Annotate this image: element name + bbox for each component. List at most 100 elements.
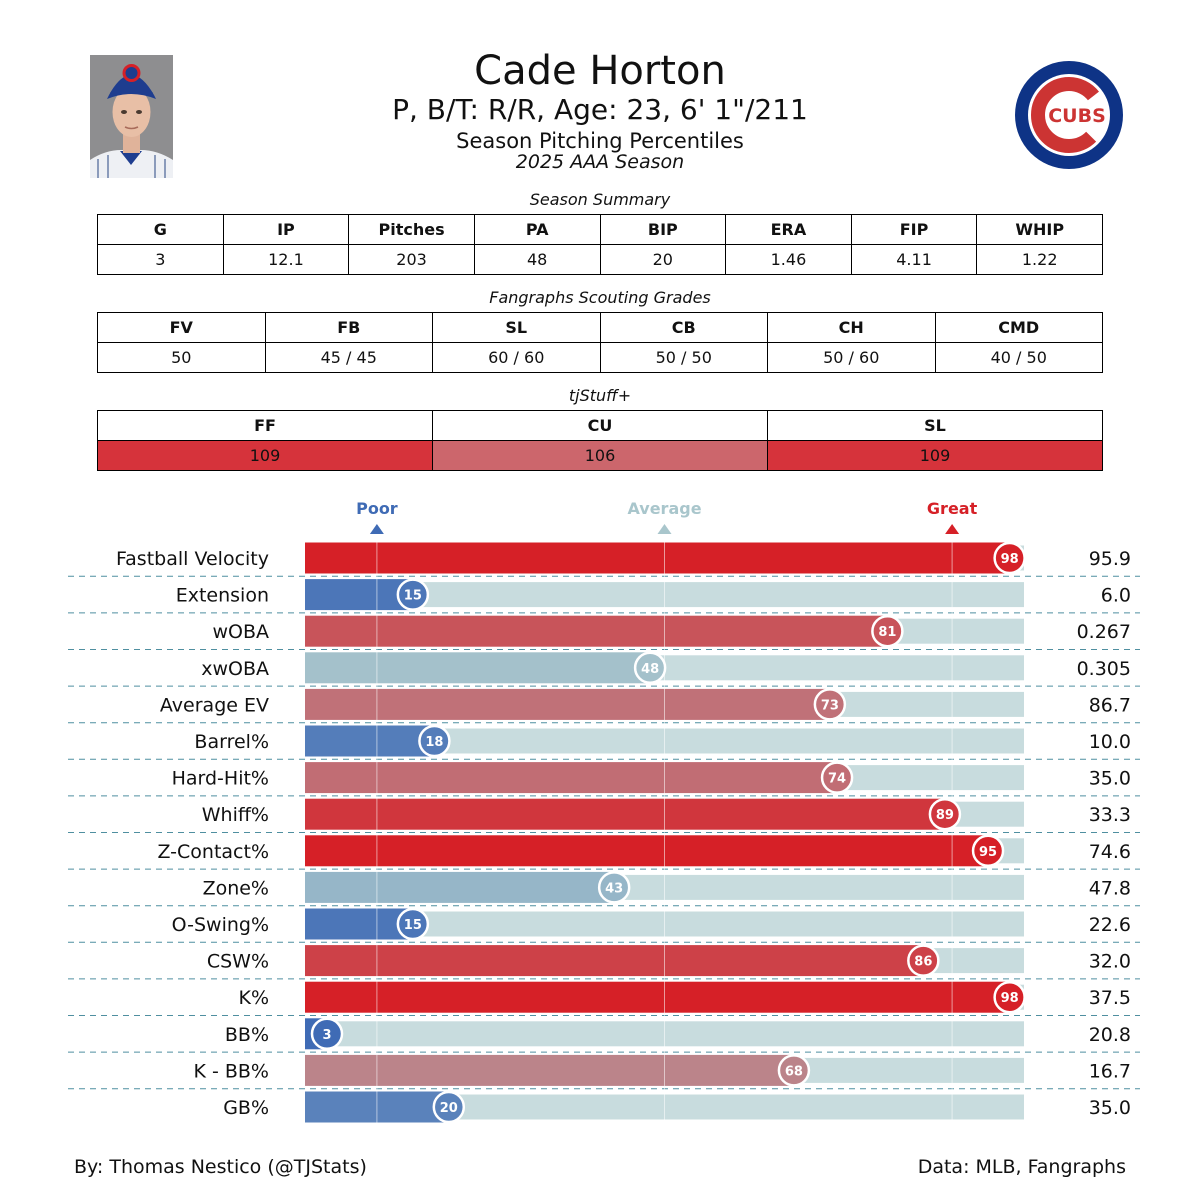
percentile-bubble-label: 20 bbox=[440, 1101, 458, 1116]
percentile-bubble bbox=[907, 944, 940, 977]
percentile-bubble bbox=[432, 1090, 466, 1124]
summary-value-cell: 1.22 bbox=[976, 244, 1103, 275]
stuff-header-cell: FF bbox=[97, 410, 433, 441]
percentile-bar bbox=[305, 725, 435, 757]
percentile-bubble bbox=[871, 614, 904, 648]
percentile-bar bbox=[305, 1054, 794, 1086]
scouting-header-cell: CH bbox=[767, 312, 936, 343]
season-label: 2025 AAA Season bbox=[515, 151, 685, 173]
percentile-bubble bbox=[971, 834, 1005, 868]
summary-header-cell: ERA bbox=[725, 214, 852, 245]
percentile-bubble-label: 98 bbox=[1001, 552, 1019, 567]
stuff-table: FF CU SL 109 106 109 bbox=[97, 410, 1103, 471]
metric-value: 32.0 bbox=[1089, 951, 1131, 973]
summary-value-cell: 4.11 bbox=[850, 244, 978, 275]
percentile-bubble-label: 95 bbox=[979, 845, 997, 860]
metric-label: GB% bbox=[223, 1097, 269, 1119]
stuff-header-cell: CU bbox=[432, 410, 768, 441]
percentile-bubble bbox=[597, 871, 631, 904]
percentile-bubble bbox=[633, 651, 667, 685]
scouting-value-cell: 50 / 60 bbox=[767, 342, 936, 373]
player-name: Cade Horton bbox=[474, 48, 726, 94]
marker-label-poor: Poor bbox=[356, 499, 398, 518]
percentile-bubble-label: 18 bbox=[425, 735, 443, 750]
percentile-bar bbox=[305, 542, 1010, 574]
percentile-bubble bbox=[928, 797, 962, 831]
percentile-bar bbox=[305, 835, 989, 867]
percentile-bar bbox=[305, 871, 615, 903]
metric-value: 0.267 bbox=[1077, 621, 1131, 643]
metric-label: Zone% bbox=[203, 877, 269, 899]
scouting-header-row: FV FB SL CB CH CMD bbox=[97, 312, 1103, 343]
stuff-value-cell: 109 bbox=[767, 440, 1103, 471]
metric-value: 20.8 bbox=[1089, 1024, 1131, 1046]
summary-header-cell: IP bbox=[222, 214, 350, 245]
data-source-text: Data: MLB, Fangraphs bbox=[917, 1156, 1126, 1178]
scouting-value-row: 50 45 / 45 60 / 60 50 / 50 50 / 60 40 / … bbox=[97, 342, 1103, 373]
summary-header-cell: FIP bbox=[850, 214, 978, 245]
percentile-bar bbox=[305, 945, 924, 977]
percentile-bubble bbox=[993, 541, 1026, 575]
marker-label-great: Great bbox=[927, 499, 978, 518]
summary-value-cell: 1.46 bbox=[725, 244, 852, 275]
player-photo bbox=[90, 55, 173, 178]
metric-value: 95.9 bbox=[1089, 548, 1131, 570]
metric-label: xwOBA bbox=[201, 658, 269, 680]
summary-header-cell: PA bbox=[473, 214, 601, 245]
summary-value-cell: 203 bbox=[348, 244, 475, 275]
metric-value: 47.8 bbox=[1089, 877, 1131, 899]
percentile-bubble-label: 43 bbox=[605, 881, 623, 896]
metric-value: 16.7 bbox=[1089, 1060, 1131, 1082]
metric-label: CSW% bbox=[207, 951, 269, 973]
scouting-header-cell: CMD bbox=[934, 312, 1103, 343]
scouting-value-cell: 45 / 45 bbox=[264, 342, 433, 373]
percentile-bubble bbox=[777, 1054, 811, 1087]
percentile-bubble-label: 86 bbox=[914, 955, 932, 970]
summary-header-cell: BIP bbox=[599, 214, 727, 245]
metric-value: 6.0 bbox=[1101, 585, 1131, 607]
metric-label: Barrel% bbox=[194, 731, 269, 753]
scouting-table: FV FB SL CB CH CMD 50 45 / 45 60 / 60 50… bbox=[97, 312, 1103, 373]
cubs-logo-text: CUBS bbox=[1048, 105, 1106, 127]
scouting-header-cell: FB bbox=[264, 312, 433, 343]
percentile-bubble-label: 98 bbox=[1001, 991, 1019, 1006]
metric-value: 33.3 bbox=[1089, 804, 1131, 826]
metric-label: BB% bbox=[225, 1024, 269, 1046]
percentile-bubble bbox=[396, 578, 430, 611]
percentile-bubble-label: 15 bbox=[404, 918, 422, 933]
scouting-header-cell: SL bbox=[432, 312, 601, 343]
percentile-bubble-label: 81 bbox=[878, 625, 896, 640]
marker-triangle-average bbox=[657, 524, 672, 534]
metric-label: Hard-Hit% bbox=[172, 768, 269, 790]
scouting-value-cell: 50 / 50 bbox=[599, 342, 768, 373]
marker-triangle-great bbox=[945, 524, 960, 534]
summary-value-cell: 3 bbox=[97, 244, 224, 275]
percentile-chart: Poor Average Great Fastball Velocity 95.9 Ext… bbox=[68, 499, 1140, 1124]
summary-table: G IP Pitches PA BIP ERA FIP WHIP 3 12.1 … bbox=[97, 214, 1103, 275]
marker-label-average: Average bbox=[627, 499, 701, 518]
stuff-title: tjStuff+ bbox=[568, 386, 632, 405]
metric-label: Extension bbox=[176, 585, 269, 607]
metric-value: 35.0 bbox=[1089, 768, 1131, 790]
scouting-value-cell: 50 bbox=[97, 342, 266, 373]
summary-value-cell: 12.1 bbox=[222, 244, 350, 275]
metric-value: 74.6 bbox=[1089, 841, 1131, 863]
metric-value: 0.305 bbox=[1077, 658, 1131, 680]
metric-value: 35.0 bbox=[1089, 1097, 1131, 1119]
scouting-header-cell: FV bbox=[97, 312, 266, 343]
summary-value-cell: 48 bbox=[473, 244, 601, 275]
stuff-value-row: 109 106 109 bbox=[97, 440, 1103, 471]
marker-triangle-poor bbox=[369, 524, 384, 534]
metric-label: wOBA bbox=[212, 621, 269, 643]
percentile-bubble-label: 74 bbox=[828, 772, 846, 787]
metric-value: 86.7 bbox=[1089, 694, 1131, 716]
percentile-bar bbox=[305, 981, 1010, 1013]
percentile-bubble bbox=[993, 980, 1026, 1014]
scouting-title: Fangraphs Scouting Grades bbox=[489, 288, 711, 307]
summary-header-cell: Pitches bbox=[348, 214, 475, 245]
metric-label: Average EV bbox=[160, 694, 269, 716]
metric-label: K - BB% bbox=[193, 1060, 269, 1082]
summary-value-cell: 20 bbox=[599, 244, 727, 275]
percentile-bubble-label: 15 bbox=[404, 589, 422, 604]
percentile-bar bbox=[305, 908, 413, 940]
